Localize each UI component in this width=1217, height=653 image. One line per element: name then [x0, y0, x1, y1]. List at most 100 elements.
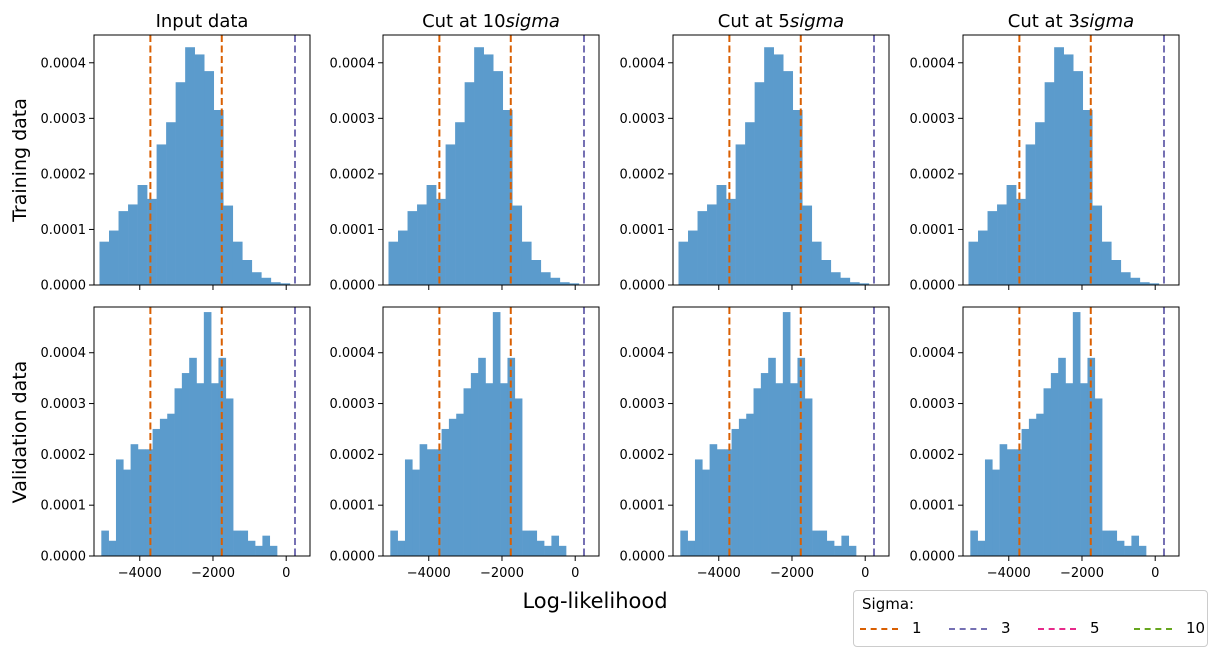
histogram-bar	[841, 535, 850, 556]
legend-swatch-10	[1134, 628, 1172, 630]
histogram-bar	[697, 211, 708, 285]
histogram-bar	[792, 110, 803, 285]
histogram-bar	[456, 413, 464, 556]
y-tick-label: 0.0001	[330, 499, 376, 514]
histogram-bar	[1016, 198, 1026, 285]
histogram-bar	[1149, 283, 1160, 285]
histogram-bar	[108, 540, 117, 556]
histogram-bar	[436, 198, 446, 285]
histogram-bar	[512, 205, 523, 285]
histogram-bar	[968, 241, 979, 285]
y-tick-label: 0.0001	[910, 223, 956, 238]
histogram-bar	[1006, 185, 1017, 285]
histogram-bar	[398, 230, 408, 285]
histogram-bar	[735, 144, 746, 285]
histogram-bar	[261, 277, 272, 285]
histogram-bar	[724, 449, 732, 556]
histogram-bar	[812, 530, 820, 556]
histogram-bar	[775, 383, 784, 556]
histogram-bar	[688, 230, 698, 285]
histogram-bar	[174, 388, 183, 556]
legend-swatch-1	[860, 628, 898, 630]
histogram-bar	[1138, 545, 1147, 556]
axes-frame	[382, 34, 600, 286]
histogram-bar	[137, 185, 148, 285]
histogram-bar	[1006, 449, 1015, 556]
axes-frame	[672, 306, 890, 557]
panel-validation-2: 0.0000 0.0001 0.0002 0.0003 0.0004 −4000 −2000…	[330, 306, 600, 581]
histogram-bar	[745, 122, 755, 285]
histogram-bar	[997, 204, 1007, 285]
legend-swatch-5	[1038, 628, 1076, 630]
histogram-bar	[540, 272, 551, 285]
histogram-bar	[390, 530, 398, 556]
histogram-bar	[1124, 545, 1132, 556]
x-tick-label: 0	[282, 566, 290, 581]
histogram-bar	[707, 204, 717, 285]
histogram-bar	[204, 71, 215, 285]
y-tick-label: 0.0000	[620, 550, 666, 565]
legend-swatch-3	[949, 628, 987, 630]
histogram-bar	[225, 398, 234, 556]
x-tick-label: −2000	[191, 566, 235, 581]
histogram-bar	[464, 82, 475, 285]
histogram-bar	[483, 54, 494, 285]
y-tick-label: 0.0001	[41, 223, 87, 238]
histogram-bar	[738, 418, 747, 556]
histogram-bar	[500, 383, 508, 556]
panel-training-1: 0.0000 0.0001 0.0002 0.0003 0.0004 Input data	[41, 11, 311, 294]
histogram-bar	[159, 418, 168, 556]
y-tick-label: 0.0003	[910, 397, 956, 412]
histogram-bar	[213, 110, 224, 285]
histogram-bar	[558, 545, 567, 556]
histogram-bar	[840, 277, 851, 285]
y-tick-label: 0.0002	[910, 167, 956, 182]
row-label-validation: Validation data	[9, 361, 31, 504]
histogram-bar	[992, 469, 1000, 556]
histogram-bar	[1080, 383, 1088, 556]
column-title-1: Input data	[156, 11, 249, 32]
legend-title: Sigma:	[862, 595, 915, 613]
x-tick-label: −4000	[407, 566, 451, 581]
histogram-bar	[185, 47, 195, 285]
legend: Sigma: 1 3 5 10	[853, 590, 1208, 647]
histogram-bar	[1025, 144, 1036, 285]
histogram-bar	[1035, 122, 1045, 285]
histogram-bar	[1073, 71, 1084, 285]
histogram-bar	[223, 205, 234, 285]
histogram-bar	[211, 383, 219, 556]
histogram-bar	[804, 398, 813, 556]
x-axis-label: Log-likelihood	[522, 589, 667, 613]
histogram-bar	[1094, 398, 1103, 556]
y-tick-label: 0.0002	[910, 448, 956, 463]
y-tick-label: 0.0003	[330, 112, 376, 127]
y-tick-label: 0.0000	[41, 550, 87, 565]
x-tick-label: −2000	[770, 566, 814, 581]
histogram-bar	[137, 449, 146, 556]
histogram-bar	[1050, 373, 1059, 556]
histogram-bar	[280, 283, 291, 285]
histogram-bar	[1130, 277, 1141, 285]
histogram-bar	[407, 211, 418, 285]
x-tick-label: −2000	[480, 566, 524, 581]
histogram-bar	[247, 540, 256, 556]
histogram-bar	[194, 54, 205, 285]
legend-label-5: 5	[1090, 619, 1100, 637]
histogram-bar	[493, 71, 504, 285]
y-tick-label: 0.0002	[330, 448, 376, 463]
histogram-bar	[999, 444, 1008, 556]
histogram-bar	[1036, 413, 1044, 556]
histogram-bar	[819, 530, 828, 556]
axes-frame	[93, 34, 311, 286]
panel-training-2: 0.0000 0.0001 0.0002 0.0003 0.0004 Cut at 10s…	[330, 11, 600, 294]
y-tick-label: 0.0004	[41, 56, 87, 71]
histogram-bar	[233, 530, 241, 556]
panel-validation-1: 0.0000 0.0001 0.0002 0.0003 0.0004 −4000 −2000…	[41, 306, 311, 581]
histogram-bar	[1065, 383, 1074, 556]
histogram-bar	[811, 241, 822, 285]
histogram-bar	[242, 260, 253, 285]
histogram-bar	[419, 444, 428, 556]
histogram-bar	[1131, 535, 1140, 556]
y-tick-label: 0.0001	[41, 499, 87, 514]
histogram-bar	[448, 418, 457, 556]
